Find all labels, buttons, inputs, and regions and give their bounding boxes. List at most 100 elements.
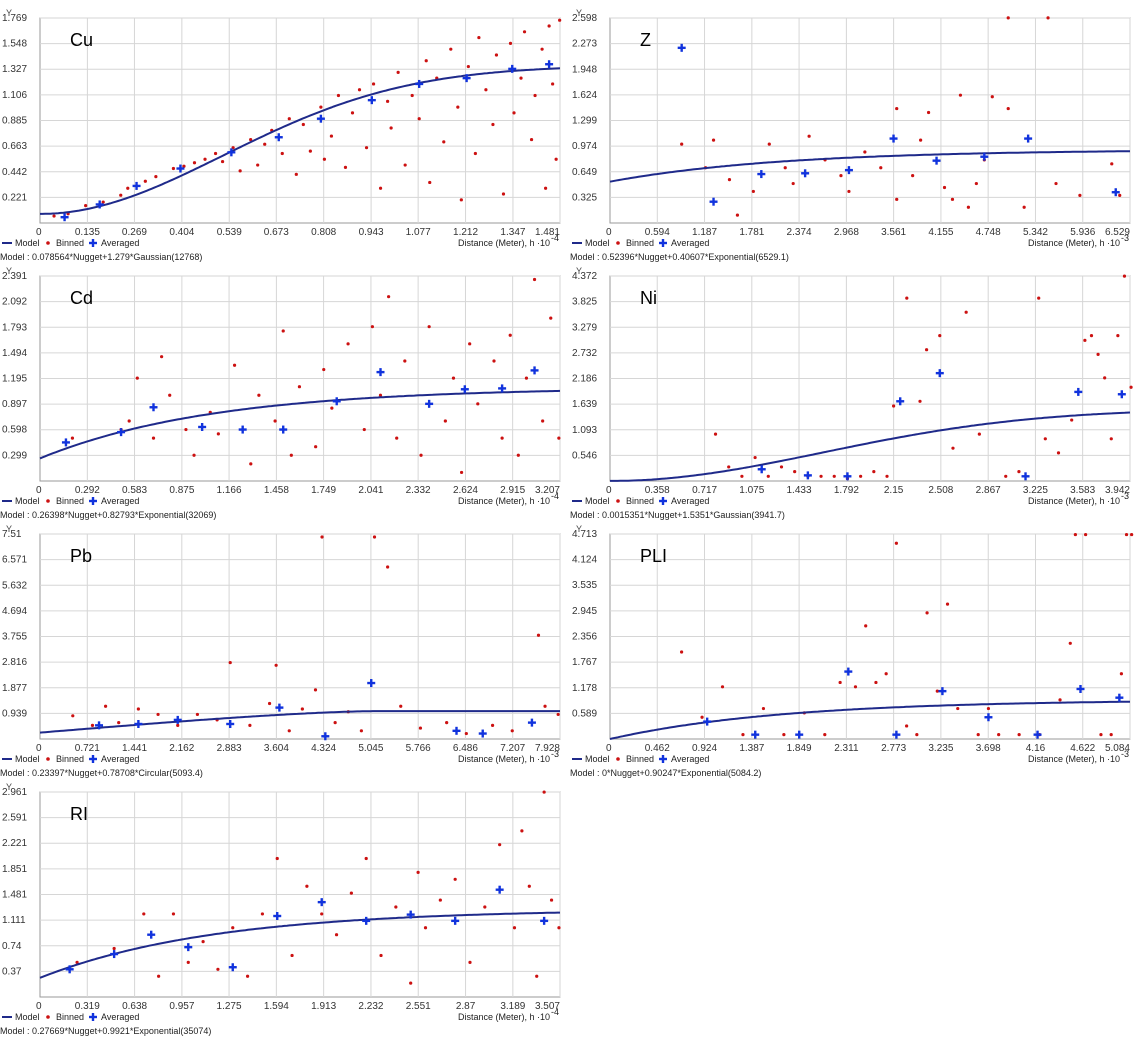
model-formula: Model : 0.27669*Nugget+0.9921*Exponentia… [0, 1026, 212, 1036]
binned-point [71, 714, 75, 718]
legend-binned-swatch [46, 499, 50, 503]
binned-point [838, 680, 842, 685]
legend-binned-label: Binned [626, 754, 654, 764]
variogram-chart: 0.37 0.74 1.111 1.481 1.851 2.221 2.591 2.961 0 0… [2, 782, 561, 1022]
averaged-point [935, 369, 944, 378]
binned-point [964, 310, 968, 314]
model-formula: Model : 0.26398*Nugget+0.82793*Exponenti… [0, 510, 217, 520]
binned-point [1017, 733, 1021, 737]
y-axis-label: Y [6, 8, 12, 18]
binned-point [1099, 733, 1103, 737]
binned-point [176, 723, 180, 727]
y-tick-label: 2.598 [572, 13, 597, 24]
binned-point [428, 180, 432, 185]
x-axis-exponent: -3 [1121, 233, 1129, 243]
binned-point [549, 898, 554, 902]
x-tick-label: 0 [36, 743, 42, 754]
x-tick-label: 0 [606, 485, 612, 496]
binned-point [228, 660, 232, 665]
averaged-point [938, 687, 947, 696]
binned-point [464, 731, 468, 736]
x-tick-label: 1.275 [217, 1001, 242, 1012]
legend-averaged-label: Averaged [671, 238, 709, 248]
binned-point [127, 419, 131, 423]
binned-point [766, 474, 770, 478]
binned-point [473, 151, 477, 156]
binned-point [1109, 733, 1113, 737]
binned-point [396, 70, 400, 74]
binned-point [1130, 532, 1134, 537]
legend-model-label: Model [15, 754, 40, 764]
averaged-point [60, 213, 69, 222]
averaged-point [147, 930, 156, 939]
binned-point [409, 981, 413, 985]
binned-point [1084, 532, 1088, 537]
binned-point [556, 712, 560, 717]
binned-point [238, 169, 242, 173]
binned-point [135, 376, 139, 380]
binned-point [395, 436, 399, 440]
binned-point [977, 432, 981, 436]
averaged-point [149, 403, 158, 412]
averaged-point [132, 181, 141, 190]
x-tick-label: 1.075 [739, 485, 764, 496]
averaged-point [274, 133, 283, 142]
binned-point [885, 474, 889, 478]
x-tick-label: 2.968 [834, 227, 859, 238]
x-axis-exponent: -4 [551, 1007, 559, 1017]
binned-point [711, 138, 716, 142]
x-tick-label: 2.551 [406, 1001, 431, 1012]
legend-binned-label: Binned [56, 496, 84, 506]
binned-point [117, 721, 121, 725]
averaged-point [677, 43, 686, 52]
legend-averaged-swatch [89, 239, 97, 247]
binned-point [713, 432, 718, 436]
binned-point [477, 35, 481, 40]
y-tick-label: 4.713 [572, 529, 597, 540]
y-tick-label: 1.178 [572, 683, 597, 694]
binned-point [520, 829, 524, 833]
x-tick-label: 1.594 [264, 1001, 289, 1012]
averaged-point [508, 64, 517, 73]
averaged-point [1021, 472, 1030, 481]
x-tick-label: 0.943 [359, 227, 384, 238]
binned-point [290, 953, 294, 958]
binned-point [1043, 437, 1047, 441]
x-tick-label: 2.773 [881, 743, 906, 754]
binned-point [350, 111, 355, 115]
legend-model-label: Model [15, 238, 40, 248]
legend-binned-swatch [46, 241, 50, 245]
x-tick-label: 1.212 [453, 227, 478, 238]
y-tick-label: 0.598 [2, 425, 27, 436]
x-tick-label: 0.717 [692, 485, 717, 496]
binned-point [274, 663, 278, 667]
binned-point [468, 960, 472, 964]
averaged-point [1033, 730, 1042, 739]
binned-point [322, 157, 327, 161]
binned-point [171, 166, 176, 171]
x-tick-label: 0.957 [169, 1001, 194, 1012]
x-tick-label: 3.698 [976, 743, 1001, 754]
x-tick-label: 0.638 [122, 1001, 147, 1012]
averaged-point [892, 730, 901, 739]
binned-point [419, 453, 423, 457]
binned-point [819, 474, 823, 478]
y-tick-label: 0.589 [572, 708, 597, 719]
y-tick-label: 1.624 [572, 90, 597, 101]
y-tick-label: 1.327 [2, 64, 27, 75]
averaged-point [451, 916, 460, 925]
binned-point [182, 164, 186, 168]
binned-point [492, 359, 496, 363]
binned-point [157, 974, 161, 978]
x-axis-label: Distance (Meter), h ·10 [458, 238, 550, 248]
binned-point [371, 82, 376, 86]
averaged-point [703, 717, 712, 726]
binned-point [1058, 698, 1062, 702]
averaged-point [984, 713, 993, 722]
averaged-point [238, 425, 247, 434]
binned-point [143, 179, 147, 183]
binned-point [248, 723, 252, 727]
binned-point [990, 95, 994, 99]
binned-point [75, 960, 79, 964]
y-tick-label: 1.494 [2, 348, 27, 359]
